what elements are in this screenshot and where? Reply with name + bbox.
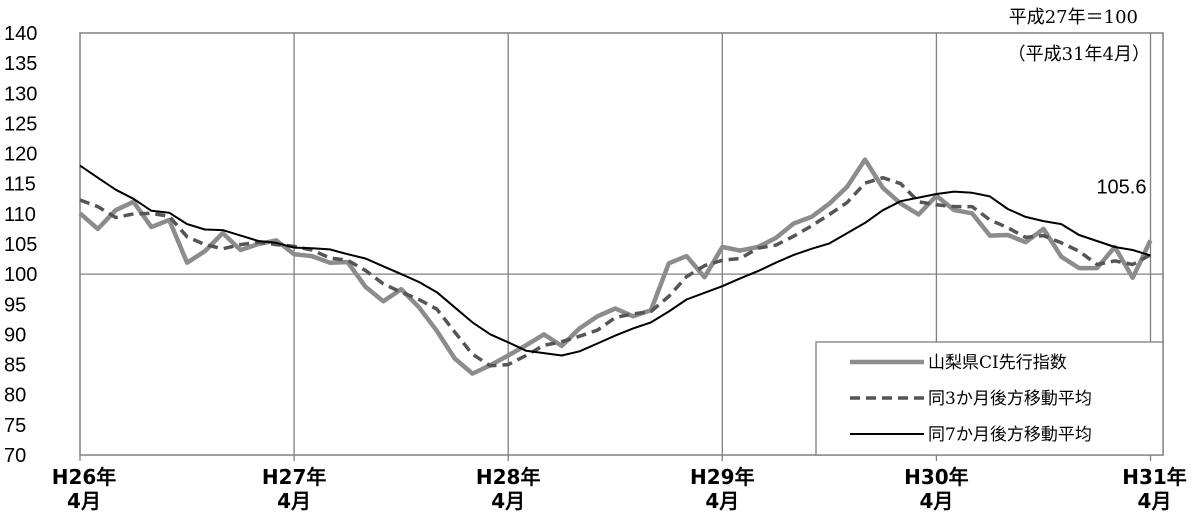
y-tick-label: 100: [4, 264, 37, 286]
y-tick-label: 120: [4, 144, 37, 166]
legend-label: 同3か月後方移動平均: [928, 389, 1092, 409]
y-tick-label: 90: [4, 324, 26, 346]
x-tick-label-year: H29年: [690, 465, 755, 489]
x-tick-label-month: 4月: [491, 489, 525, 513]
labels-layer: H26年4月H27年4月H28年4月H29年4月H30年4月H31年4月7075…: [4, 7, 1187, 513]
series-line-7-month-average: [79, 164, 1151, 357]
y-tick-label: 130: [4, 83, 37, 105]
series-line-ci-leading-index: [78, 157, 1153, 376]
y-tick-label: 80: [4, 385, 26, 407]
series-line-3-month-average: [79, 175, 1152, 368]
x-tick-label-year: H28年: [476, 465, 541, 489]
x-tick-label-year: H26年: [52, 465, 117, 489]
plot-area-border: [79, 32, 1164, 456]
x-tick-label-month: 4月: [919, 489, 953, 513]
x-tick-label-month: 4月: [705, 489, 739, 513]
y-tick-label: 85: [4, 355, 26, 377]
y-tick-label: 115: [4, 174, 36, 196]
date-note: （平成31年4月）: [1008, 44, 1150, 65]
x-tick-label-month: 4月: [1138, 489, 1172, 513]
axes-layer: [79, 32, 1164, 461]
y-tick-label: 140: [4, 23, 37, 45]
y-tick-label: 135: [4, 53, 37, 75]
y-tick-label: 75: [4, 415, 26, 437]
x-tick-label-month: 4月: [277, 489, 311, 513]
legend-label: 山梨県CI先行指数: [928, 353, 1067, 373]
base-year-note: 平成27年＝100: [1009, 7, 1138, 28]
x-tick-label-year: H31年: [1122, 465, 1187, 489]
series-layer: [78, 157, 1153, 376]
y-tick-label: 95: [4, 294, 26, 316]
legend-label: 同7か月後方移動平均: [928, 425, 1092, 445]
x-tick-label-month: 4月: [67, 489, 101, 513]
y-tick-label: 70: [4, 445, 26, 467]
y-tick-label: 110: [4, 204, 36, 226]
last-value-label: 105.6: [1096, 176, 1146, 198]
y-tick-label: 105: [4, 234, 37, 256]
x-tick-label-year: H27年: [262, 465, 327, 489]
y-tick-label: 125: [4, 113, 37, 135]
x-tick-label-year: H30年: [904, 465, 969, 489]
